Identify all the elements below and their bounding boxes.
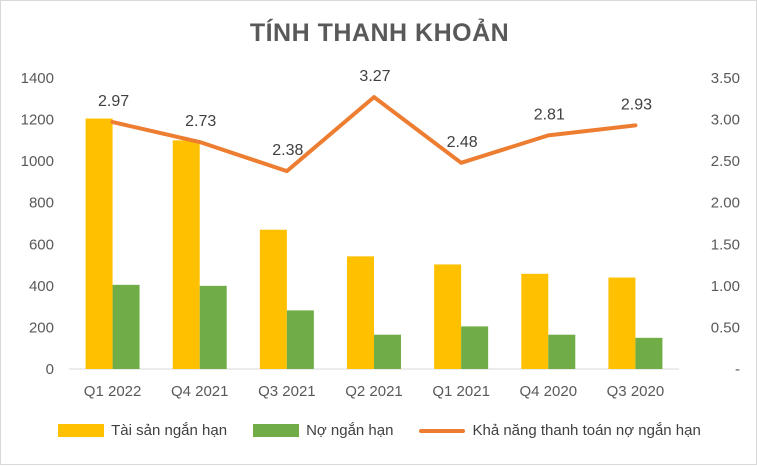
x-tick-label: Q3 2020 xyxy=(607,383,665,400)
legend-label-liabilities: Nợ ngắn hạn xyxy=(306,422,393,439)
y-right-tick-label: 3.00 xyxy=(711,112,740,129)
y-right-tick-label: 2.00 xyxy=(711,195,740,212)
bar-assets xyxy=(521,274,548,369)
ratio-data-label: 2.38 xyxy=(272,142,303,159)
x-tick-label: Q1 2022 xyxy=(84,383,142,400)
x-tick-label: Q4 2021 xyxy=(171,383,229,400)
bar-assets xyxy=(173,140,200,369)
y-right-tick-label: - xyxy=(735,361,740,378)
y-left-tick-label: 200 xyxy=(29,319,54,336)
bar-liabilities xyxy=(374,335,401,369)
x-tick-label: Q1 2021 xyxy=(432,383,490,400)
bar-liabilities xyxy=(635,338,662,369)
ratio-data-label: 3.27 xyxy=(359,68,390,85)
legend-label-ratio: Khả năng thanh toán nợ ngắn hạn xyxy=(472,422,700,439)
bar-assets xyxy=(347,256,374,369)
ratio-data-label: 2.81 xyxy=(534,106,565,123)
ratio-data-label: 2.93 xyxy=(621,96,652,113)
legend-item-liabilities: Nợ ngắn hạn xyxy=(253,422,393,439)
legend-label-assets: Tài sản ngắn hạn xyxy=(111,422,227,439)
y-right-tick-label: 3.50 xyxy=(711,70,740,87)
y-left-tick-label: 800 xyxy=(29,195,54,212)
ratio-data-label: 2.73 xyxy=(185,113,216,130)
ratio-data-label: 2.97 xyxy=(98,93,129,110)
legend-swatch-assets xyxy=(58,424,104,437)
y-right-tick-label: 1.00 xyxy=(711,278,740,295)
bar-assets xyxy=(608,278,635,369)
y-left-tick-label: 1400 xyxy=(21,70,54,87)
chart-legend: Tài sản ngắn hạn Nợ ngắn hạn Khả năng th… xyxy=(1,422,757,439)
y-left-tick-label: 600 xyxy=(29,236,54,253)
y-left-tick-label: 1200 xyxy=(21,112,54,129)
legend-swatch-liabilities xyxy=(253,424,299,437)
legend-item-ratio: Khả năng thanh toán nợ ngắn hạn xyxy=(419,422,700,439)
bar-assets xyxy=(86,119,113,369)
bar-assets xyxy=(434,264,461,369)
y-right-tick-label: 0.50 xyxy=(711,319,740,336)
ratio-data-label: 2.48 xyxy=(447,134,478,151)
y-left-tick-label: 400 xyxy=(29,278,54,295)
x-tick-label: Q2 2021 xyxy=(345,383,403,400)
y-right-tick-label: 1.50 xyxy=(711,236,740,253)
bar-liabilities xyxy=(200,286,227,369)
bar-liabilities xyxy=(461,326,488,369)
bar-liabilities xyxy=(287,310,314,369)
legend-item-assets: Tài sản ngắn hạn xyxy=(58,422,227,439)
x-tick-label: Q4 2020 xyxy=(520,383,578,400)
y-right-tick-label: 2.50 xyxy=(711,153,740,170)
bar-liabilities xyxy=(113,285,140,369)
y-left-tick-label: 1000 xyxy=(21,153,54,170)
bar-assets xyxy=(260,230,287,369)
bar-liabilities xyxy=(548,335,575,369)
x-tick-label: Q3 2021 xyxy=(258,383,316,400)
legend-swatch-ratio xyxy=(419,429,465,433)
y-left-tick-label: 0 xyxy=(46,361,54,378)
